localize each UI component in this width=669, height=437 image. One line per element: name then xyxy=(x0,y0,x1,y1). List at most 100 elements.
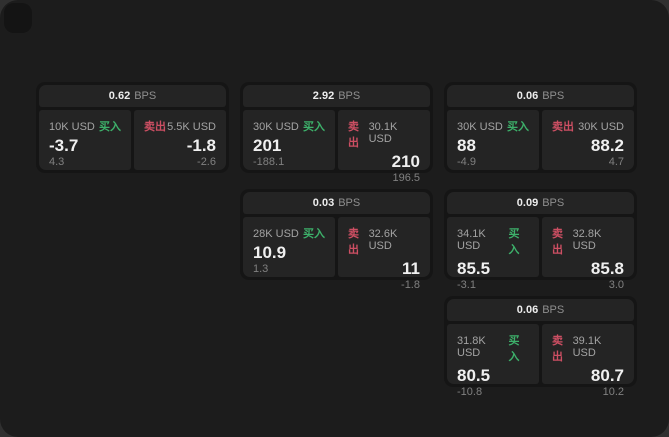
bps-value: 0.06 xyxy=(516,304,539,316)
buy-delta: -4.9 xyxy=(457,156,476,169)
buy-panel[interactable]: 30K USD 买入 201 -188.1 xyxy=(243,110,335,170)
sell-panel-top: 卖出 32.8K USD xyxy=(552,225,624,257)
bps-unit-label: BPS xyxy=(542,304,565,316)
quote-card: 0.06 BPS 31.8K USD 买入 80.5 -10.8 卖出 39.1… xyxy=(444,296,637,398)
buy-price: -3.7 xyxy=(49,136,79,155)
buy-price: 80.5 xyxy=(457,366,491,385)
buy-panel-top: 31.8K USD 买入 xyxy=(457,332,529,364)
sell-side-label: 卖出 xyxy=(144,121,166,133)
quote-panels: 10K USD 买入 -3.7 4.3 卖出 5.5K USD -1.8 -2.… xyxy=(39,110,226,170)
buy-price: 10.9 xyxy=(253,243,287,262)
sell-panel-top: 卖出 5.5K USD xyxy=(144,118,216,134)
sell-size: 30.1K USD xyxy=(368,121,398,145)
sell-size: 32.8K USD xyxy=(572,228,602,252)
buy-price: 88 xyxy=(457,136,476,155)
quote-panels: 28K USD 买入 10.9 1.3 卖出 32.6K USD 11 -1.8 xyxy=(243,217,430,291)
sell-side-label: 卖出 xyxy=(552,228,563,256)
sell-panel[interactable]: 卖出 39.1K USD 80.7 10.2 xyxy=(542,324,634,398)
sell-delta: -1.8 xyxy=(401,279,420,292)
buy-side-label: 买入 xyxy=(508,228,520,256)
quote-card: 0.09 BPS 34.1K USD 买入 85.5 -3.1 卖出 32.8K… xyxy=(444,189,637,291)
bps-value: 0.62 xyxy=(108,90,131,102)
buy-side-label: 买入 xyxy=(508,335,520,363)
buy-panel[interactable]: 28K USD 买入 10.9 1.3 xyxy=(243,217,335,277)
sell-delta: -2.6 xyxy=(197,156,216,169)
card-header: 0.06 BPS xyxy=(447,85,634,107)
buy-panel[interactable]: 31.8K USD 买入 80.5 -10.8 xyxy=(447,324,539,398)
buy-price: 85.5 xyxy=(457,259,491,278)
buy-side-label: 买入 xyxy=(507,121,529,133)
sell-size: 39.1K USD xyxy=(572,335,602,359)
sell-panel[interactable]: 卖出 32.6K USD 11 -1.8 xyxy=(338,217,430,291)
sell-delta: 196.5 xyxy=(392,172,420,185)
bps-value: 0.09 xyxy=(516,197,539,209)
bps-value: 0.06 xyxy=(516,90,539,102)
sell-price: 210 xyxy=(391,152,420,171)
buy-price: 201 xyxy=(253,136,282,155)
buy-panel-top: 34.1K USD 买入 xyxy=(457,225,529,257)
buy-side-label: 买入 xyxy=(303,228,325,240)
sell-panel-top: 卖出 32.6K USD xyxy=(348,225,420,257)
buy-panel[interactable]: 30K USD 买入 88 -4.9 xyxy=(447,110,539,170)
bps-value: 2.92 xyxy=(312,90,335,102)
quote-panels: 30K USD 买入 201 -188.1 卖出 30.1K USD 210 1… xyxy=(243,110,430,184)
sell-size: 30K USD xyxy=(578,121,624,133)
quote-card: 0.03 BPS 28K USD 买入 10.9 1.3 卖出 32.6K US… xyxy=(240,189,433,291)
buy-size: 28K USD xyxy=(253,228,299,240)
quote-panels: 34.1K USD 买入 85.5 -3.1 卖出 32.8K USD 85.8… xyxy=(447,217,634,291)
sell-panel[interactable]: 卖出 30.1K USD 210 196.5 xyxy=(338,110,430,184)
bps-unit-label: BPS xyxy=(542,197,565,209)
sell-price: 85.8 xyxy=(590,259,624,278)
quote-card: 0.62 BPS 10K USD 买入 -3.7 4.3 卖出 5.5K USD xyxy=(36,82,229,173)
buy-size: 34.1K USD xyxy=(457,228,486,252)
sell-size: 32.6K USD xyxy=(368,228,398,252)
buy-panel-top: 30K USD 买入 xyxy=(253,118,325,134)
buy-size: 30K USD xyxy=(253,121,299,133)
buy-delta: -188.1 xyxy=(253,156,285,169)
quote-panels: 30K USD 买入 88 -4.9 卖出 30K USD 88.2 4.7 xyxy=(447,110,634,170)
buy-size: 31.8K USD xyxy=(457,335,486,359)
card-header: 0.06 BPS xyxy=(447,299,634,321)
sell-panel[interactable]: 卖出 30K USD 88.2 4.7 xyxy=(542,110,634,170)
buy-panel[interactable]: 10K USD 买入 -3.7 4.3 xyxy=(39,110,131,170)
sell-price: 88.2 xyxy=(590,136,624,155)
sell-delta: 3.0 xyxy=(608,279,624,292)
bps-unit-label: BPS xyxy=(338,90,361,102)
sell-panel-top: 卖出 30.1K USD xyxy=(348,118,420,150)
card-header: 2.92 BPS xyxy=(243,85,430,107)
buy-panel-top: 28K USD 买入 xyxy=(253,225,325,241)
sell-panel-top: 卖出 39.1K USD xyxy=(552,332,624,364)
sell-side-label: 卖出 xyxy=(552,335,563,363)
corner-tile xyxy=(4,3,32,33)
bps-value: 0.03 xyxy=(312,197,335,209)
sell-panel[interactable]: 卖出 32.8K USD 85.8 3.0 xyxy=(542,217,634,291)
card-header: 0.62 BPS xyxy=(39,85,226,107)
buy-panel[interactable]: 34.1K USD 买入 85.5 -3.1 xyxy=(447,217,539,291)
card-header: 0.03 BPS xyxy=(243,192,430,214)
buy-delta: 1.3 xyxy=(253,263,269,276)
card-header: 0.09 BPS xyxy=(447,192,634,214)
sell-delta: 4.7 xyxy=(608,156,624,169)
buy-delta: -10.8 xyxy=(457,386,483,399)
sell-price: 80.7 xyxy=(590,366,624,385)
buy-panel-top: 10K USD 买入 xyxy=(49,118,121,134)
buy-delta: -3.1 xyxy=(457,279,476,292)
buy-size: 10K USD xyxy=(49,121,95,133)
bps-unit-label: BPS xyxy=(134,90,157,102)
sell-side-label: 卖出 xyxy=(348,121,359,149)
sell-panel[interactable]: 卖出 5.5K USD -1.8 -2.6 xyxy=(134,110,226,170)
sell-price: -1.8 xyxy=(186,136,216,155)
sell-side-label: 卖出 xyxy=(552,121,574,133)
sell-size: 5.5K USD xyxy=(167,121,216,133)
quote-panels: 31.8K USD 买入 80.5 -10.8 卖出 39.1K USD 80.… xyxy=(447,324,634,398)
sell-price: 11 xyxy=(402,259,420,278)
quote-card: 2.92 BPS 30K USD 买入 201 -188.1 卖出 30.1K … xyxy=(240,82,433,184)
sell-side-label: 卖出 xyxy=(348,228,359,256)
buy-delta: 4.3 xyxy=(49,156,65,169)
buy-size: 30K USD xyxy=(457,121,503,133)
sell-delta: 10.2 xyxy=(602,386,624,399)
bps-unit-label: BPS xyxy=(542,90,565,102)
buy-panel-top: 30K USD 买入 xyxy=(457,118,529,134)
